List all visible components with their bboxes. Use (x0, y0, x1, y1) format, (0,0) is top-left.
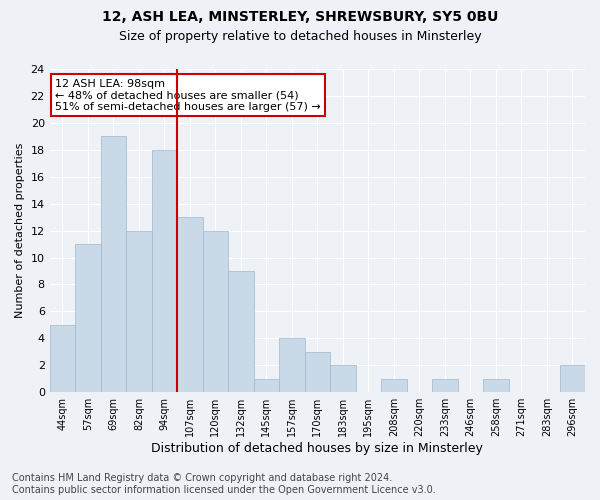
Bar (432, 378, 458, 392)
Bar (152, 150, 177, 392)
Text: Size of property relative to detached houses in Minsterley: Size of property relative to detached ho… (119, 30, 481, 43)
Bar (305, 352, 330, 392)
Bar (126, 230, 152, 392)
X-axis label: Distribution of detached houses by size in Minsterley: Distribution of detached houses by size … (151, 442, 483, 455)
Bar (279, 338, 305, 392)
Bar (50, 325, 75, 392)
Text: Contains HM Land Registry data © Crown copyright and database right 2024.
Contai: Contains HM Land Registry data © Crown c… (12, 474, 436, 495)
Bar (101, 136, 126, 392)
Bar (203, 230, 228, 392)
Bar (228, 271, 254, 392)
Bar (560, 366, 585, 392)
Text: 12 ASH LEA: 98sqm
← 48% of detached houses are smaller (54)
51% of semi-detached: 12 ASH LEA: 98sqm ← 48% of detached hous… (55, 78, 321, 112)
Y-axis label: Number of detached properties: Number of detached properties (15, 143, 25, 318)
Text: 12, ASH LEA, MINSTERLEY, SHREWSBURY, SY5 0BU: 12, ASH LEA, MINSTERLEY, SHREWSBURY, SY5… (102, 10, 498, 24)
Bar (177, 217, 203, 392)
Bar (330, 366, 356, 392)
Bar (381, 378, 407, 392)
Bar (75, 244, 101, 392)
Bar (254, 378, 279, 392)
Bar (483, 378, 509, 392)
